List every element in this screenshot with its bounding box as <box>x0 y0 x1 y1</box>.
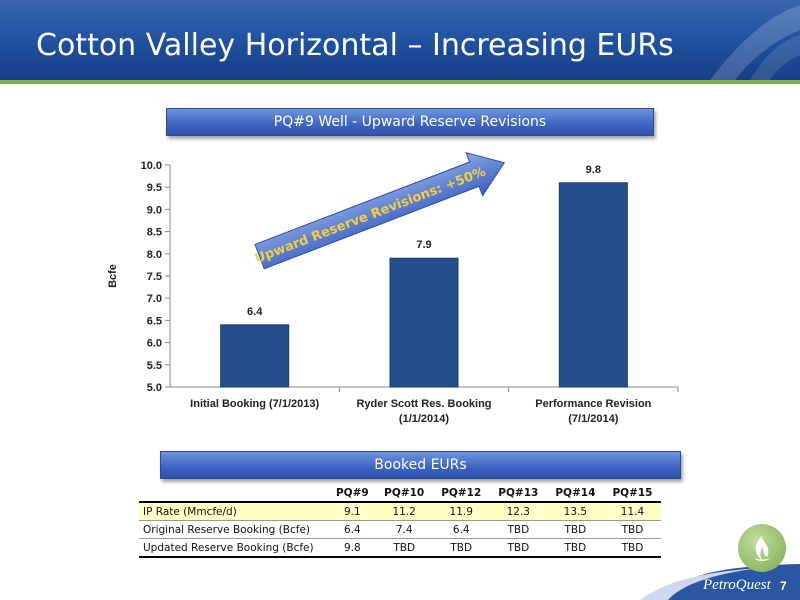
table-cell: TBD <box>603 520 661 539</box>
y-tick-label: 6.5 <box>147 315 162 327</box>
x-tick-label: Ryder Scott Res. Booking <box>356 398 491 410</box>
header-divider <box>0 80 800 84</box>
table-header-cell: PQ#10 <box>375 484 433 503</box>
table-header-cell: PQ#14 <box>546 484 604 503</box>
y-tick-label: 7.0 <box>147 293 162 305</box>
annotation-label: Upward Reserve Revisions: +50% <box>253 165 488 267</box>
table-cell: 12.3 <box>489 502 547 521</box>
y-tick-label: 9.5 <box>147 182 162 194</box>
booked-eurs-table: PQ#9 PQ#10 PQ#12 PQ#13 PQ#14 PQ#15 IP Ra… <box>139 484 661 558</box>
y-tick-label: 9.0 <box>147 204 162 216</box>
table-cell: 9.8 <box>329 538 376 558</box>
y-tick-label: 8.5 <box>147 227 162 239</box>
x-tick-label: Performance Revision <box>535 398 651 410</box>
table-banner: Booked EURs <box>160 451 681 479</box>
table-cell: TBD <box>489 538 547 558</box>
table-cell: 7.4 <box>375 520 433 539</box>
table-header-cell: PQ#12 <box>432 484 490 503</box>
table-cell: 6.4 <box>432 520 490 539</box>
x-tick-label: (1/1/2014) <box>399 413 449 425</box>
table-cell: 13.5 <box>546 502 604 521</box>
arrow-shape <box>254 151 506 270</box>
company-logo <box>738 524 786 572</box>
table-cell: 6.4 <box>329 520 376 539</box>
table-cell: TBD <box>603 538 661 558</box>
table-row: IP Rate (Mmcfe/d) 9.1 11.2 11.9 12.3 13.… <box>139 502 661 521</box>
data-label: 9.8 <box>586 164 601 176</box>
bar <box>389 257 459 388</box>
table-cell: TBD <box>375 538 433 558</box>
table-cell: TBD <box>432 538 490 558</box>
bar <box>220 324 290 388</box>
table-cell: TBD <box>489 520 547 539</box>
row-label: Updated Reserve Booking (Bcfe) <box>139 538 329 558</box>
header-bar: Cotton Valley Horizontal – Increasing EU… <box>0 0 800 80</box>
data-label: 6.4 <box>247 306 263 318</box>
annotation-arrow: Upward Reserve Revisions: +50% <box>253 151 506 270</box>
y-tick-label: 5.0 <box>147 382 162 394</box>
x-tick-label: Initial Booking (7/1/2013) <box>190 398 319 410</box>
y-tick-label: 10.0 <box>141 160 162 172</box>
page-title: Cotton Valley Horizontal – Increasing EU… <box>36 28 674 63</box>
y-tick-label: 7.5 <box>147 271 162 283</box>
data-label: 7.9 <box>416 239 431 251</box>
table-header-cell: PQ#13 <box>489 484 547 503</box>
table-header-cell <box>139 484 329 503</box>
flame-icon <box>754 536 770 561</box>
row-label: IP Rate (Mmcfe/d) <box>139 502 329 521</box>
row-label: Original Reserve Booking (Bcfe) <box>139 520 329 539</box>
table-cell: 9.1 <box>329 502 376 521</box>
y-axis-label: Bcfe <box>107 264 119 288</box>
table-row: Updated Reserve Booking (Bcfe) 9.8 TBD T… <box>139 538 661 558</box>
swoosh-decoration <box>710 5 800 80</box>
table-cell: TBD <box>546 538 604 558</box>
table-cell: 11.4 <box>603 502 661 521</box>
table-row: Original Reserve Booking (Bcfe) 6.4 7.4 … <box>139 520 661 539</box>
table-cell: TBD <box>546 520 604 539</box>
table-header-row: PQ#9 PQ#10 PQ#12 PQ#13 PQ#14 PQ#15 <box>139 484 661 503</box>
footer-band <box>640 564 800 600</box>
brand-name: PetroQuest <box>703 577 771 593</box>
y-tick-label: 8.0 <box>147 249 162 261</box>
page-number: 7 <box>780 579 787 593</box>
table-header-cell: PQ#15 <box>603 484 661 503</box>
bar-chart: 5.0 5.5 6.0 6.5 7.0 7.5 8.0 8.5 9.0 9.5 10.0 Bcfe 6.… <box>107 151 679 425</box>
x-tick-label: (7/1/2014) <box>568 413 618 425</box>
table-cell: 11.2 <box>375 502 433 521</box>
bar <box>558 182 628 388</box>
table-cell: 11.9 <box>432 502 490 521</box>
y-tick-label: 6.0 <box>147 338 162 350</box>
table-header-cell: PQ#9 <box>329 484 376 503</box>
y-tick-label: 5.5 <box>147 360 162 372</box>
chart-banner: PQ#9 Well - Upward Reserve Revisions <box>166 108 654 136</box>
